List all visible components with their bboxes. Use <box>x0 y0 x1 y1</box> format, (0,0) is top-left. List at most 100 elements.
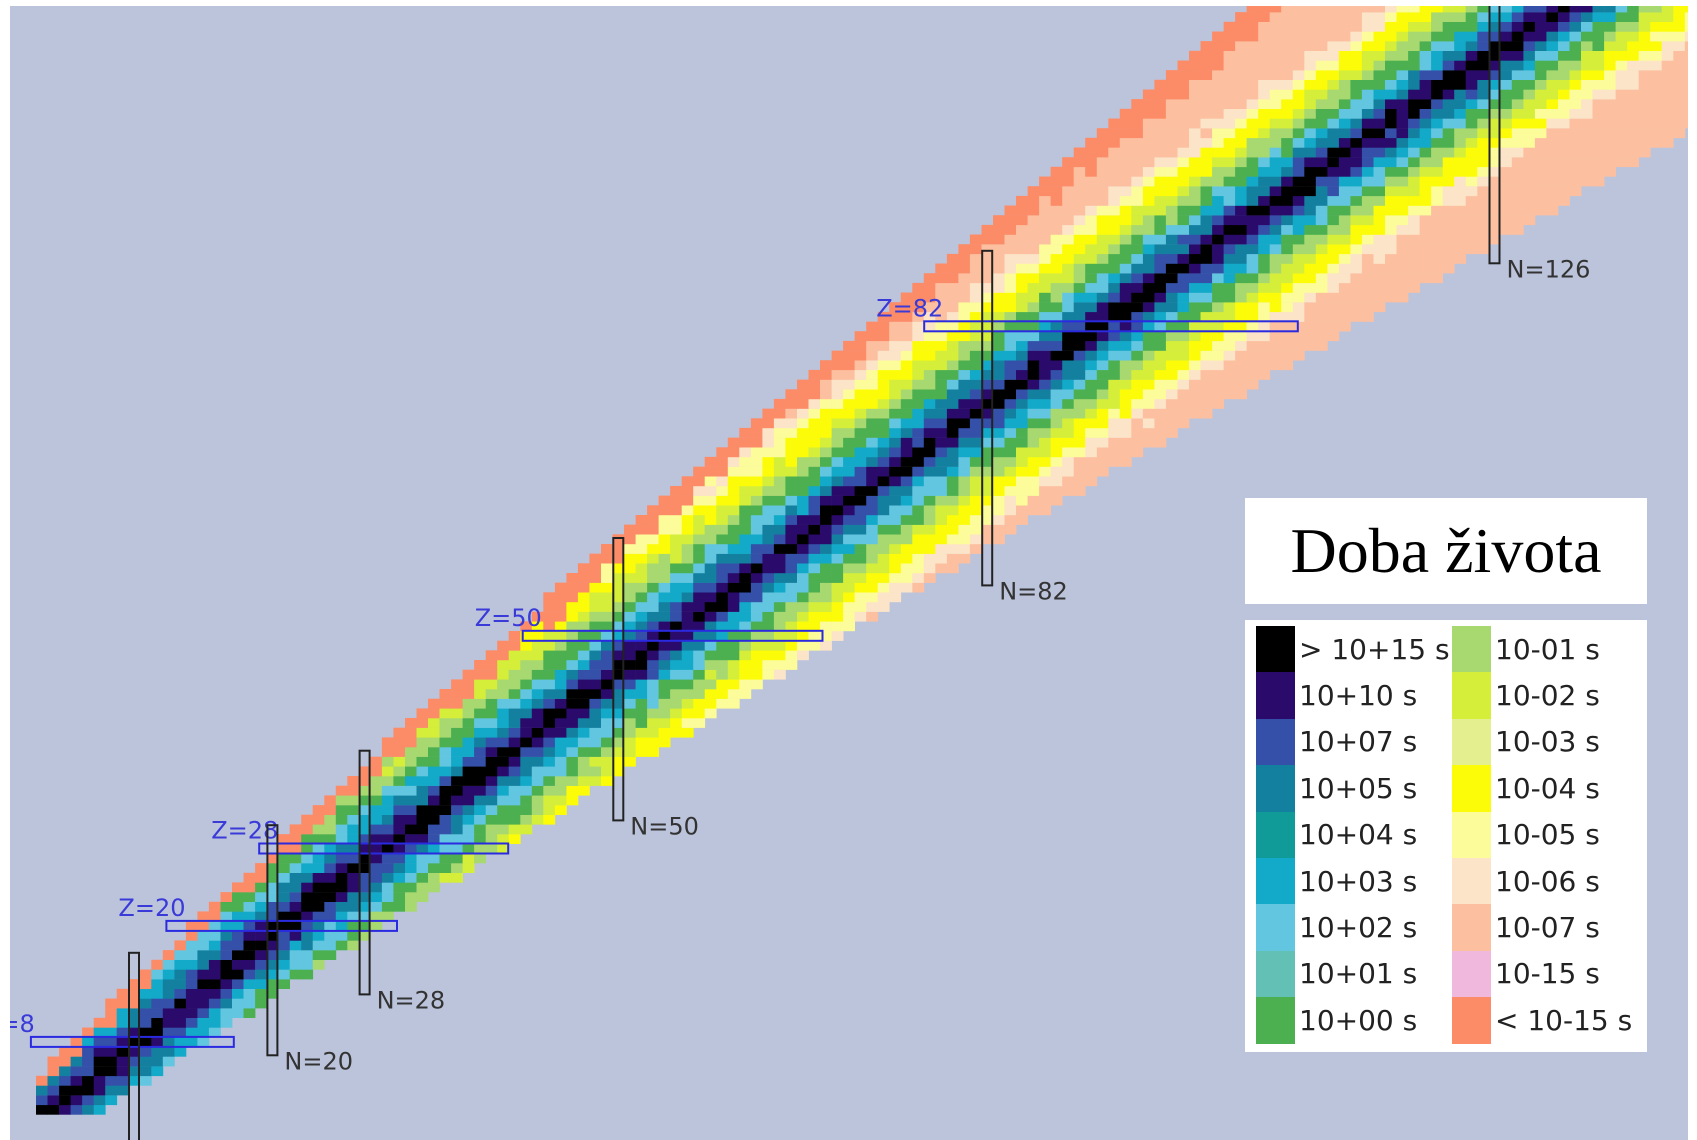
nuclide-cell <box>1569 89 1582 100</box>
nuclide-cell <box>670 495 682 506</box>
nuclide-cell <box>1165 166 1178 177</box>
nuclide-cell <box>451 785 463 796</box>
nuclide-cell <box>1154 253 1167 264</box>
nuclide-cell <box>773 447 786 458</box>
nuclide-cell <box>1408 41 1420 51</box>
nuclide-cell <box>554 582 567 593</box>
nuclide-cell <box>162 959 175 970</box>
nuclide-cell <box>531 747 544 757</box>
nuclide-cell <box>405 872 417 883</box>
nuclide-cell <box>693 602 706 612</box>
legend-swatch <box>1256 765 1295 812</box>
nuclide-cell <box>474 766 486 777</box>
nuclide-cell <box>474 776 486 786</box>
nuclide-cell <box>531 795 544 806</box>
nuclide-cell <box>612 621 625 632</box>
nuclide-cell <box>1016 282 1028 293</box>
nuclide-cell <box>1142 157 1155 168</box>
nuclide-cell <box>923 495 936 506</box>
nuclide-cell <box>278 911 290 922</box>
nuclide-cell <box>1581 137 1593 148</box>
nuclide-cell <box>704 592 717 603</box>
nuclide-cell <box>416 872 429 883</box>
nuclide-cell <box>693 640 706 651</box>
nuclide-cell <box>370 834 383 844</box>
nuclide-cell <box>93 1095 106 1106</box>
nuclide-cell <box>1154 79 1167 90</box>
nuclide-cell <box>128 1046 141 1057</box>
nuclide-cell <box>1200 41 1213 51</box>
nuclide-cell <box>1235 369 1247 380</box>
nuclide-cell <box>750 582 763 593</box>
nuclide-cell <box>335 921 348 931</box>
nuclide-cell <box>1281 79 1294 90</box>
nuclide-cell <box>785 524 798 535</box>
nuclide-cell <box>1039 340 1051 351</box>
nuclide-cell <box>1212 340 1224 351</box>
nuclide-cell <box>266 882 279 893</box>
nuclide-cell <box>1050 273 1063 284</box>
nuclide-cell <box>1442 253 1455 264</box>
nuclide-cell <box>232 950 244 960</box>
nuclide-cell <box>1039 389 1051 400</box>
nuclide-cell <box>1304 118 1317 129</box>
nuclide-cell <box>1292 292 1305 303</box>
nuclide-cell <box>958 466 971 477</box>
nuclide-cell <box>785 602 798 612</box>
nuclide-cell <box>923 408 936 419</box>
nuclide-cell <box>474 824 486 835</box>
nuclide-cell <box>1142 147 1155 158</box>
nuclide-cell <box>670 727 682 738</box>
nuclide-cell <box>381 834 394 844</box>
legend-label: > 10+15 s <box>1299 632 1450 666</box>
nuclide-cell <box>1235 186 1247 197</box>
nuclide-cell <box>601 621 613 632</box>
nuclide-cell <box>566 785 579 796</box>
nuclide-cell <box>1500 89 1513 100</box>
nuclide-cell <box>1350 253 1363 264</box>
nuclide-cell <box>1142 398 1155 409</box>
nuclide-cell <box>1108 147 1121 158</box>
nuclide-cell <box>405 795 417 806</box>
nuclide-cell <box>554 611 567 622</box>
nuclide-cell <box>312 892 325 902</box>
nuclide-cell <box>1027 195 1040 206</box>
nuclide-cell <box>808 640 821 651</box>
nuclide-cell <box>589 563 602 574</box>
nuclide-cell <box>1269 60 1282 71</box>
nuclide-cell <box>1108 360 1121 371</box>
nuclide-cell <box>935 427 948 438</box>
nuclide-cell <box>1327 6 1340 13</box>
nuclide-cell <box>1050 176 1063 187</box>
nuclide-cell <box>1500 60 1513 71</box>
nuclide-cell <box>1200 99 1213 109</box>
nuclide-cell <box>1408 79 1420 90</box>
nuclide-cell <box>1281 215 1294 226</box>
nuclide-cell <box>1085 205 1098 216</box>
nuclide-cell <box>1627 137 1639 148</box>
legend-label: 10+10 s <box>1299 679 1418 713</box>
nuclide-cell <box>312 911 325 922</box>
nuclide-cell <box>1085 273 1098 284</box>
nuclide-cell <box>1477 99 1490 109</box>
nuclide-cell <box>1269 70 1282 80</box>
nuclide-cell <box>1269 273 1282 284</box>
nuclide-cell <box>773 544 786 554</box>
nuclide-cell <box>958 311 971 322</box>
nuclide-cell <box>854 398 867 409</box>
nuclide-cell <box>428 853 440 864</box>
nuclide-cell <box>1454 6 1467 13</box>
nuclide-cell <box>866 476 879 487</box>
nuclide-cell <box>381 863 394 873</box>
nuclide-cell <box>1292 302 1305 313</box>
nuclide-cell <box>750 631 763 641</box>
legend-item: > 10+15 s <box>1256 626 1450 673</box>
nuclide-cell <box>428 843 440 854</box>
nuclide-cell <box>1269 166 1282 177</box>
nuclide-cell <box>1062 215 1075 226</box>
nuclide-cell <box>797 427 809 438</box>
nuclide-cell <box>1142 292 1155 303</box>
nuclide-cell <box>647 727 659 738</box>
nuclide-cell <box>647 505 659 516</box>
nuclide-cell <box>1039 215 1051 226</box>
